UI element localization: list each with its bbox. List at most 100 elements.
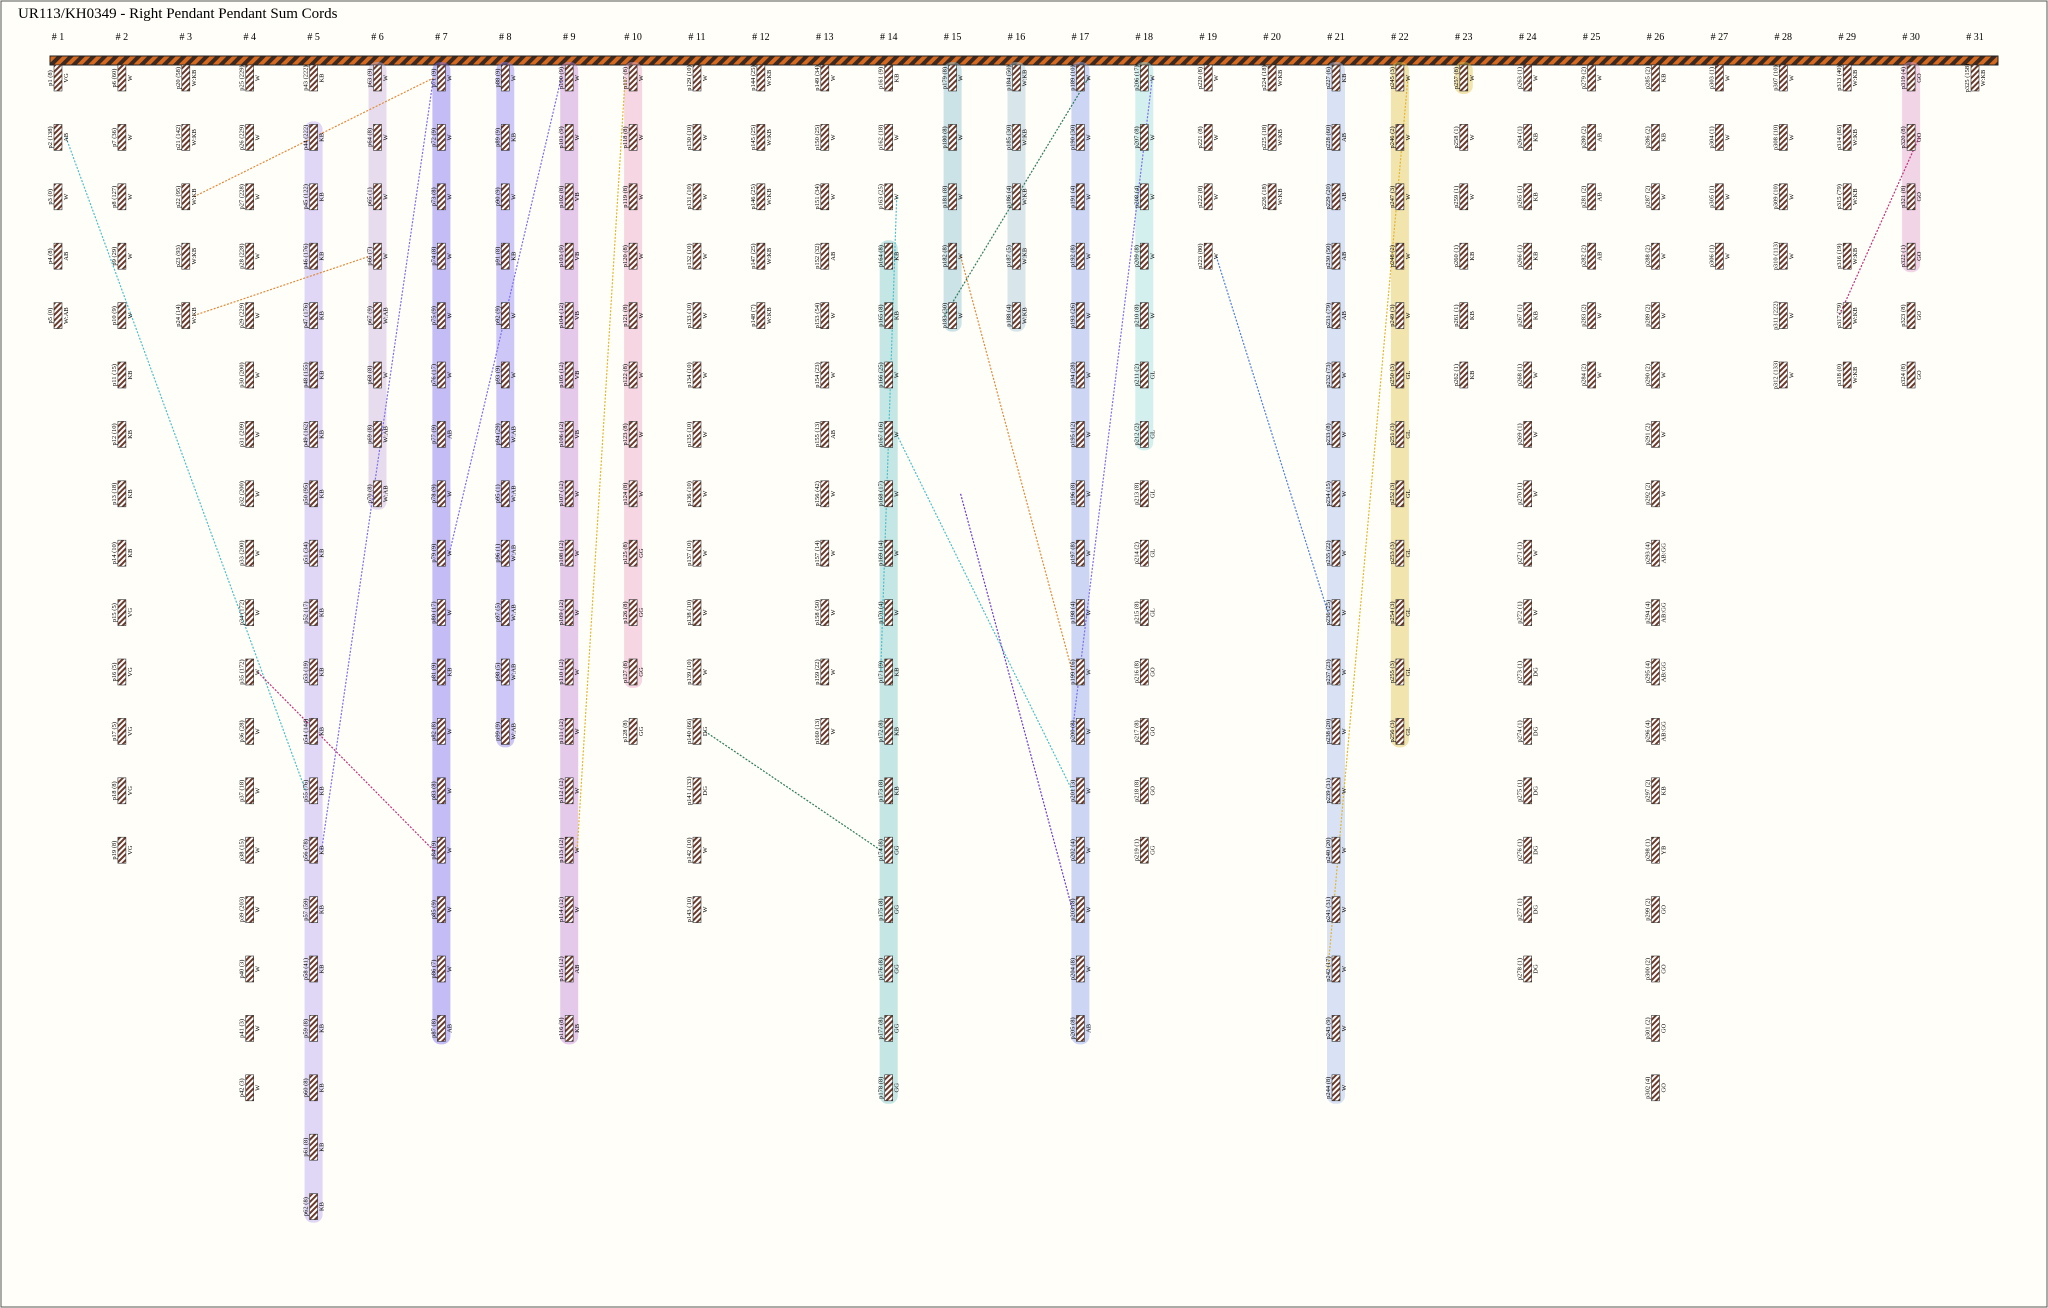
cord-color: W (1085, 193, 1092, 200)
cord-color: W (894, 371, 901, 378)
cord-id: p33 (200) (239, 540, 246, 565)
cord-id: p180 (8) (942, 126, 949, 148)
cord-box (181, 64, 191, 92)
cord-color: W (255, 312, 262, 319)
cord-color: DG (1533, 726, 1540, 736)
cord-id: p57 (59) (303, 898, 310, 920)
cord-color: W (830, 490, 837, 497)
cord-id: p30 (200) (239, 362, 246, 387)
cord-id: p145 (25) (750, 125, 757, 150)
cord-id: p4 (8) (47, 248, 54, 264)
cord-color: W (638, 252, 645, 259)
sum-link (1838, 137, 1920, 316)
cord-color: W (830, 609, 837, 616)
cord-box (1651, 183, 1660, 211)
cord-color: KB (1469, 310, 1476, 320)
cord-color: AB (830, 429, 837, 439)
cord-id: p61 (8) (303, 1138, 310, 1157)
cord-box (1140, 777, 1149, 805)
cord-box (1906, 64, 1916, 92)
cord-id: p177 (8) (878, 1017, 885, 1039)
cord-color: W (1341, 787, 1348, 794)
cord-color: W (510, 74, 517, 81)
cord-id: p123 (8) (622, 423, 629, 445)
cord-box (1331, 124, 1341, 151)
cord-color: W:KB (1022, 188, 1029, 205)
column-label: # 25 (1583, 32, 1601, 43)
cord-id: p207 (8) (1133, 126, 1140, 148)
cord-box (309, 955, 318, 983)
cord-color: W:AB (510, 604, 517, 621)
cord-id: p118 (8) (622, 126, 629, 148)
cord-id: p249 (3) (1389, 304, 1396, 326)
cord-color: W (1724, 252, 1731, 259)
cord-color: W (830, 133, 837, 140)
cord-box (1076, 539, 1085, 567)
cord-id: p324 (8) (1900, 364, 1907, 386)
cord-id: p255 (3) (1389, 661, 1396, 683)
cord-id: p43 (222) (303, 65, 310, 90)
cord-box (1523, 361, 1532, 389)
sum-link (1215, 256, 1329, 613)
cord-color: W (1405, 312, 1412, 319)
cord-box (1842, 361, 1852, 389)
cord-id: p22 (95) (175, 186, 182, 208)
cord-box (564, 955, 574, 983)
cord-box (1012, 64, 1021, 92)
cord-id: p322 (1) (1900, 245, 1907, 267)
cord-color: W (574, 74, 581, 81)
cord-id: p75 (9) (430, 306, 437, 325)
cord-box (628, 361, 638, 389)
cord-color: W (446, 490, 453, 497)
cord-box (1076, 242, 1085, 270)
cord-box (309, 421, 318, 448)
cord-id: p179 (8) (942, 67, 949, 89)
cord-color: W (1085, 490, 1092, 497)
cord-color: KB (894, 786, 901, 796)
cord-id: p278 (1) (1517, 958, 1524, 980)
cord-color: GG (638, 726, 645, 736)
cord-box (1523, 777, 1532, 805)
cord-box (692, 896, 702, 923)
cord-box (820, 183, 830, 211)
cord-color: W (446, 609, 453, 616)
cord-box (1076, 718, 1085, 745)
cord-color: GL (1149, 608, 1156, 617)
cord-id: p31 (209) (239, 422, 246, 447)
cord-box (884, 955, 894, 983)
cord-box (373, 480, 382, 508)
cord-color: GG (894, 905, 901, 915)
cord-color: W (1661, 312, 1668, 319)
cord-color: W:KB (1852, 307, 1859, 324)
cord-color: KB (894, 667, 901, 677)
cord-box (820, 539, 830, 567)
cord-color: W (383, 74, 390, 81)
cord-box (1779, 242, 1788, 270)
cord-id: p272 (1) (1517, 601, 1524, 623)
cord-id: p316 (19) (1836, 243, 1843, 268)
cord-box (181, 302, 191, 329)
cord-color: W (446, 549, 453, 556)
cord-color: VG (63, 73, 70, 83)
cord-color: W:KB (1277, 128, 1284, 145)
cord-box (309, 302, 318, 329)
cord-id: p122 (8) (622, 364, 629, 386)
cord-id: p14 (10) (111, 542, 118, 564)
cord-color: W (1085, 74, 1092, 81)
cord-id: p157 (14) (814, 540, 821, 565)
cord-box (309, 361, 318, 389)
cord-color: W (1788, 74, 1795, 81)
columns: # 1 p1 (8) VG p2 (138) AB p3 (0) Wp4 (8) AB p5 (… (47, 32, 1987, 1220)
cord-id: p320 (8) (1900, 126, 1907, 148)
cord-color: W (1085, 727, 1092, 734)
cord-box (1651, 1015, 1660, 1042)
cord-box (628, 480, 638, 508)
cord-id: p25 (229) (239, 65, 246, 90)
cord-color: W (1533, 490, 1540, 497)
cord-id: p47 (176) (303, 303, 310, 328)
cord-id: p196 (8) (1069, 483, 1076, 505)
cord-box (1587, 124, 1596, 151)
cord-box (245, 64, 254, 92)
cord-box (500, 183, 510, 211)
cord-id: p240 (20) (1325, 837, 1332, 862)
